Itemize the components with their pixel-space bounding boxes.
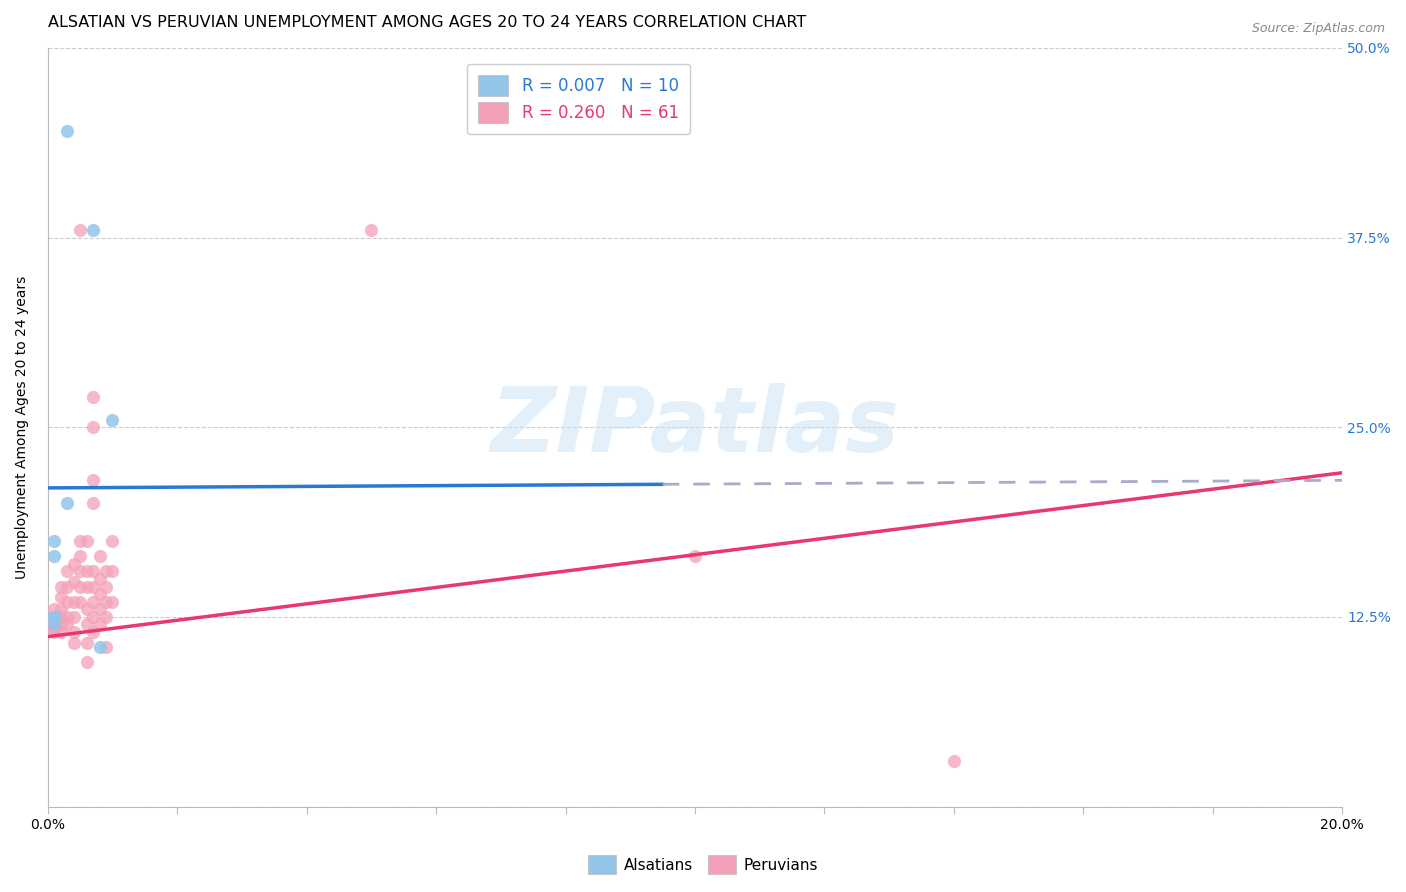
Point xyxy=(69,534,91,549)
Point xyxy=(62,610,84,624)
Point xyxy=(56,580,79,594)
Point xyxy=(94,595,117,609)
Point xyxy=(683,549,706,564)
Point xyxy=(76,617,98,632)
Point xyxy=(82,580,104,594)
Point xyxy=(101,565,124,579)
Point xyxy=(49,602,72,616)
Point xyxy=(101,412,124,426)
Point xyxy=(82,473,104,487)
Legend: R = 0.007   N = 10, R = 0.260   N = 61: R = 0.007 N = 10, R = 0.260 N = 61 xyxy=(467,63,690,135)
Y-axis label: Unemployment Among Ages 20 to 24 years: Unemployment Among Ages 20 to 24 years xyxy=(15,276,30,579)
Point xyxy=(82,496,104,510)
Point xyxy=(82,610,104,624)
Point xyxy=(49,590,72,604)
Point xyxy=(942,754,965,768)
Point xyxy=(44,610,66,624)
Point xyxy=(89,572,111,586)
Point xyxy=(76,534,98,549)
Point xyxy=(62,625,84,640)
Point xyxy=(101,534,124,549)
Point xyxy=(49,580,72,594)
Point xyxy=(69,595,91,609)
Point xyxy=(44,610,66,624)
Point xyxy=(56,595,79,609)
Point xyxy=(89,640,111,655)
Point xyxy=(62,557,84,571)
Point xyxy=(76,580,98,594)
Text: ZIPatlas: ZIPatlas xyxy=(491,384,900,471)
Point xyxy=(82,595,104,609)
Point xyxy=(94,565,117,579)
Text: Source: ZipAtlas.com: Source: ZipAtlas.com xyxy=(1251,22,1385,36)
Point xyxy=(44,617,66,632)
Point xyxy=(62,574,84,589)
Point xyxy=(94,610,117,624)
Point xyxy=(94,580,117,594)
Point xyxy=(82,625,104,640)
Point xyxy=(56,565,79,579)
Point xyxy=(82,390,104,404)
Point xyxy=(44,610,66,624)
Point xyxy=(94,640,117,655)
Point xyxy=(89,602,111,616)
Point xyxy=(89,587,111,601)
Point xyxy=(82,420,104,434)
Point xyxy=(49,617,72,632)
Point xyxy=(89,549,111,564)
Point xyxy=(62,595,84,609)
Point xyxy=(69,565,91,579)
Point xyxy=(44,617,66,632)
Point xyxy=(44,602,66,616)
Legend: Alsatians, Peruvians: Alsatians, Peruvians xyxy=(582,849,824,880)
Point xyxy=(56,610,79,624)
Point xyxy=(76,602,98,616)
Point xyxy=(56,124,79,138)
Point xyxy=(44,621,66,635)
Point xyxy=(56,617,79,632)
Point xyxy=(44,610,66,624)
Point xyxy=(89,617,111,632)
Point xyxy=(56,496,79,510)
Point xyxy=(69,549,91,564)
Point xyxy=(82,223,104,237)
Point xyxy=(82,565,104,579)
Point xyxy=(69,580,91,594)
Text: ALSATIAN VS PERUVIAN UNEMPLOYMENT AMONG AGES 20 TO 24 YEARS CORRELATION CHART: ALSATIAN VS PERUVIAN UNEMPLOYMENT AMONG … xyxy=(48,15,806,30)
Point xyxy=(44,625,66,640)
Point xyxy=(76,636,98,650)
Point xyxy=(76,656,98,670)
Point xyxy=(49,610,72,624)
Point xyxy=(49,625,72,640)
Point xyxy=(76,565,98,579)
Point xyxy=(62,636,84,650)
Point xyxy=(69,223,91,237)
Point xyxy=(44,534,66,549)
Point xyxy=(44,549,66,564)
Point xyxy=(101,595,124,609)
Point xyxy=(360,223,382,237)
